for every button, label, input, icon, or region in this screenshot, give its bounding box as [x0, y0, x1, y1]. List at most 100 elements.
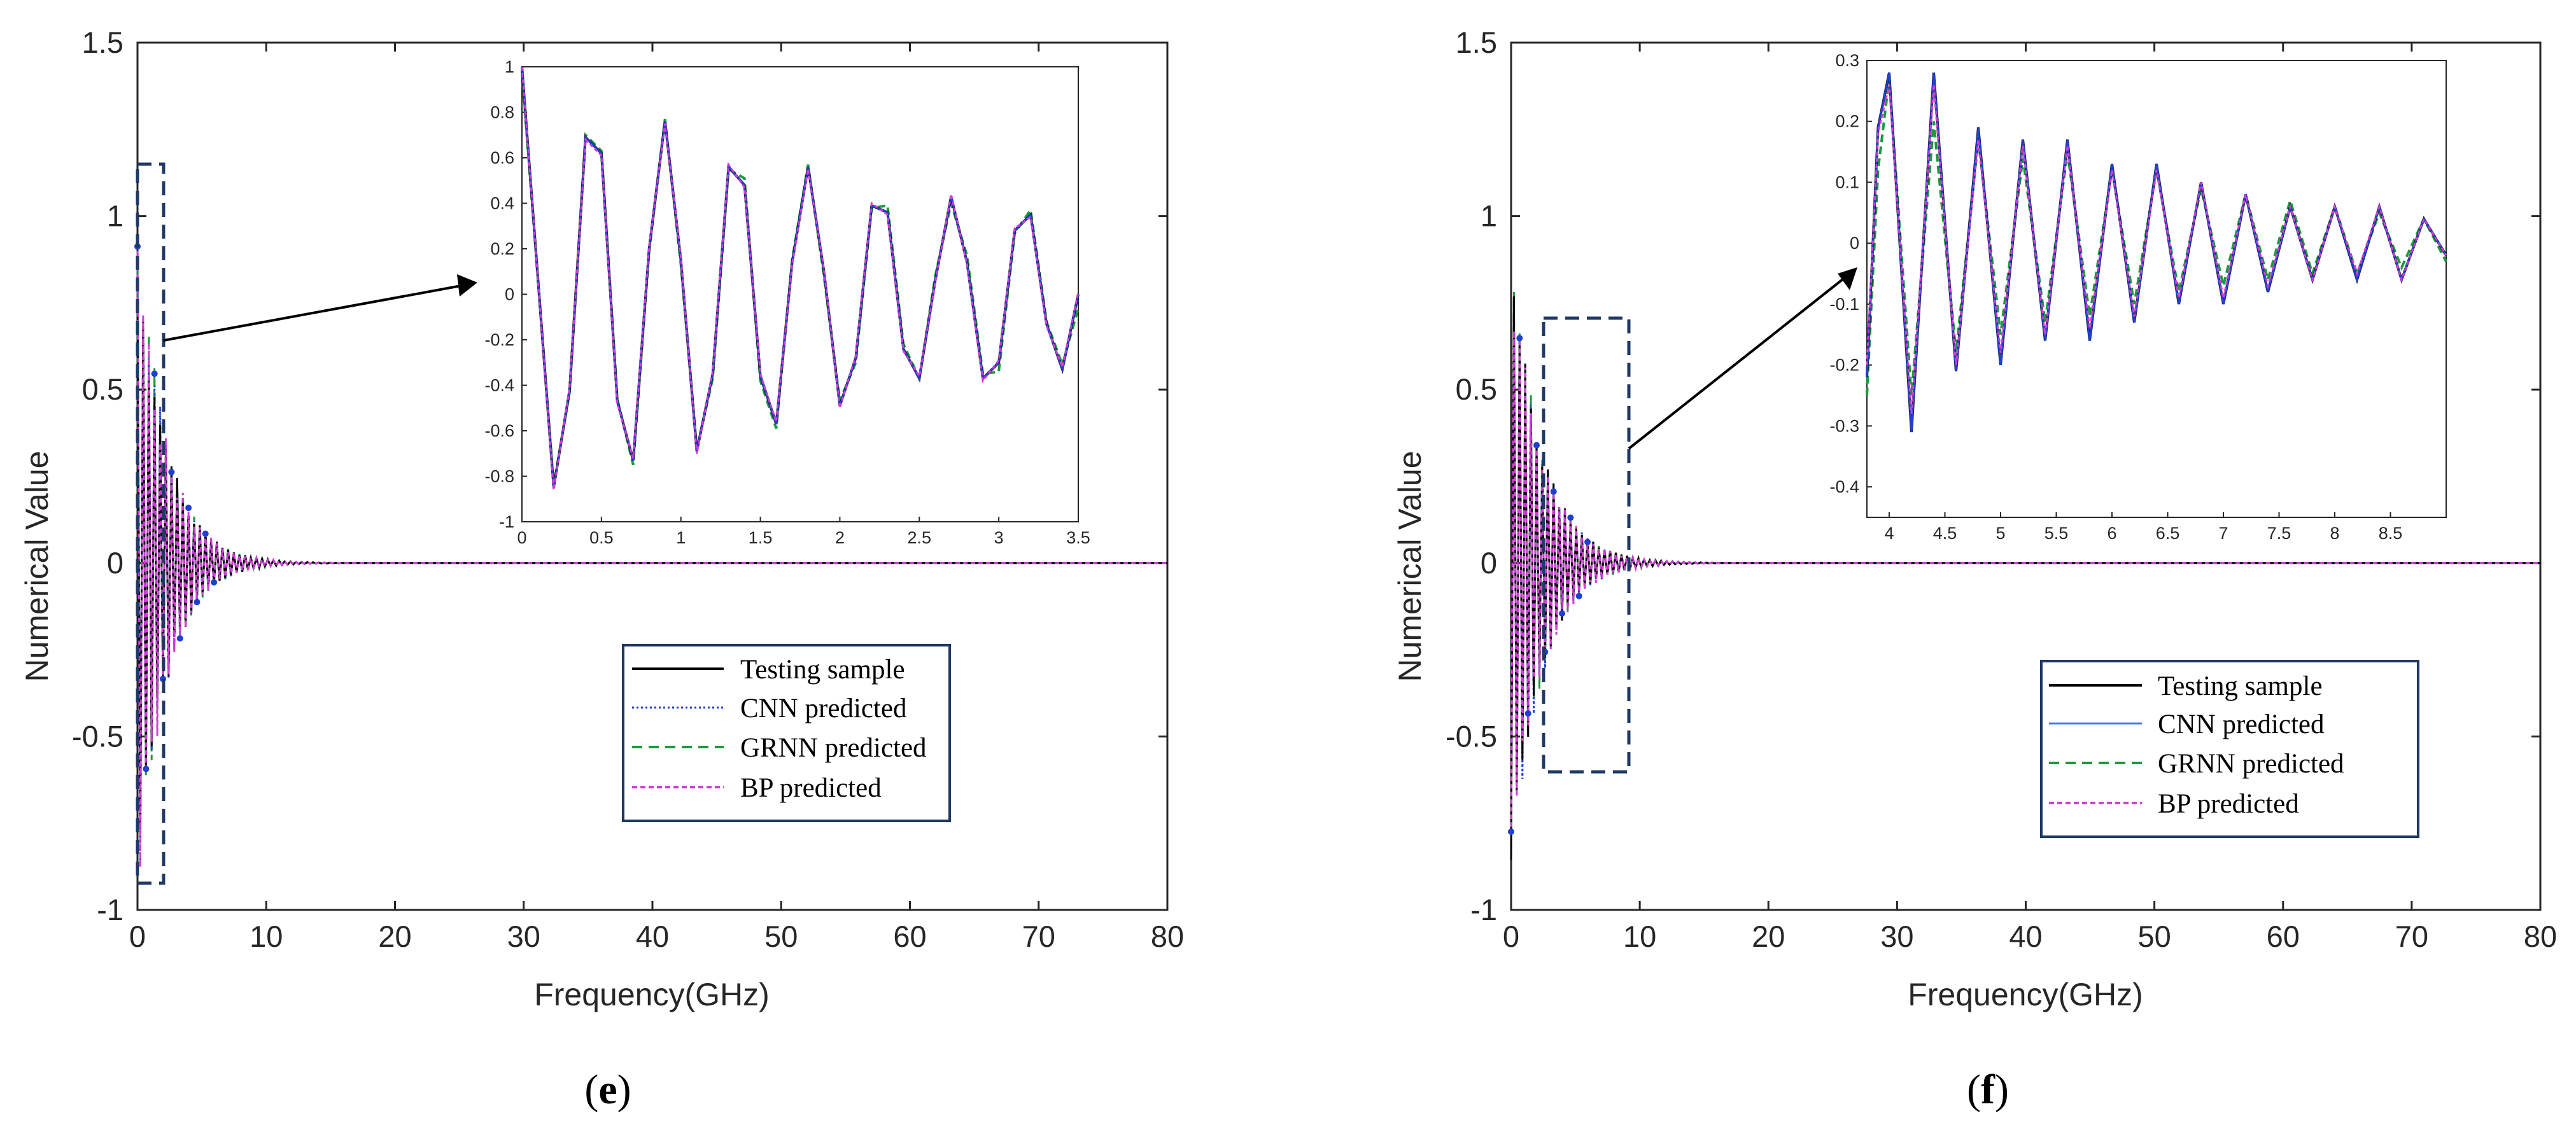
inset-y-tick-label: -0.4 [1829, 477, 1859, 496]
peak-marker-e [211, 579, 218, 586]
inset-x-tick-label: 4.5 [1933, 524, 1957, 543]
zoom-arrow-f [1628, 276, 1847, 450]
inset-x-tick-label: 1 [676, 528, 686, 547]
peak-marker-e [168, 468, 175, 475]
inset-y-tick-label: 0 [1850, 234, 1859, 253]
inset-x-tick-label: 6.5 [2156, 524, 2180, 543]
inset-x-tick-label: 7 [2218, 524, 2228, 543]
inset-x-tick-label: 0 [517, 528, 526, 547]
inset-y-tick-label: 0.2 [1835, 112, 1859, 131]
peak-marker-f [1524, 710, 1531, 717]
peak-marker-f [1575, 592, 1582, 599]
peak-marker-e [194, 599, 201, 606]
y-tick-label: 1 [1481, 199, 1497, 233]
y-tick-label: 0 [107, 546, 123, 580]
y-tick-label: 1 [107, 199, 123, 233]
peak-marker-e [185, 505, 192, 512]
x-tick-label: 70 [2395, 919, 2428, 953]
inset-plot-f: 4 4.5 5 5.5 6 6.5 7 7.5 8 8.5 -0.4 -0.3 -0.2 -0.1 0 0.1… [1829, 51, 2447, 543]
inset-x-tick-label: 4 [1884, 524, 1894, 543]
inset-y-tick-label: 0.2 [490, 239, 514, 258]
inset-y-tick-label: 0.6 [490, 148, 514, 167]
inset-y-tick-label: 0.1 [1835, 172, 1859, 192]
x-tick-label: 40 [636, 919, 669, 953]
x-tick-label: 60 [893, 919, 926, 953]
x-tick-label: 40 [2009, 919, 2042, 953]
inset-y-tick-label: -0.1 [1829, 295, 1859, 314]
inset-y-tick-label: -0.8 [484, 467, 514, 486]
y-tick-label: 0 [1481, 546, 1497, 580]
inset-y-tick-label: 0.3 [1835, 51, 1859, 70]
panel-letter-f: f [1981, 1066, 1995, 1113]
panel-e-chart: 0 10 20 30 40 50 60 70 80-1-0.500.511.5 Frequenc… [19, 25, 1184, 1113]
x-tick-label: 80 [2524, 919, 2557, 953]
x-tick-label: 50 [764, 919, 798, 953]
legend-box-f [2040, 660, 2419, 838]
peak-marker-e [202, 530, 209, 537]
inset-y-tick-label: -0.3 [1829, 416, 1859, 435]
peak-marker-f [1550, 488, 1557, 495]
panel-letter-e: e [598, 1066, 617, 1113]
legend-label-grnn-e: GRNN predicted [740, 733, 927, 763]
inset-plot-e: 0 0.5 1 1.5 2 2.5 3 3.5 -1 -0.8 -0.6 -0.4 -0.2 0 0.2 0.… [484, 57, 1090, 547]
zoom-arrowhead-e [457, 274, 477, 297]
xlabel-e: Frequency(GHz) [534, 977, 770, 1012]
xlabel-f: Frequency(GHz) [1908, 977, 2143, 1012]
zoom-box-e [136, 162, 165, 885]
inset-y-tick-label: -0.4 [484, 376, 514, 395]
x-tick-label: 30 [1880, 919, 1913, 953]
legend-label-grnn-f: GRNN predicted [2158, 749, 2344, 779]
ylabel-e: Numerical Value [19, 451, 55, 681]
x-tick-label: 80 [1151, 919, 1184, 953]
legend-label-cnn-e: CNN predicted [740, 694, 907, 723]
zoom-arrowhead-f [1838, 267, 1857, 290]
legend-f: Testing sample CNN predicted GRNN predic… [2040, 660, 2419, 838]
x-tick-label: 50 [2137, 919, 2171, 953]
peak-marker-f [1516, 335, 1523, 342]
inset-frame-f [1866, 60, 2447, 518]
inset-x-tick-label: 2 [835, 528, 845, 547]
legend-e: Testing sample CNN predicted GRNN predic… [622, 644, 951, 822]
peak-marker-e [176, 635, 183, 642]
inset-x-tick-label: 3.5 [1066, 528, 1090, 547]
legend-label-cnn-f: CNN predicted [2158, 709, 2325, 739]
inset-series-bp-predicted-f [1866, 84, 2447, 414]
inset-x-tick-label: 1.5 [749, 528, 773, 547]
inset-y-tick-label: 1 [505, 57, 514, 76]
inset-x-tick-label: 6 [2107, 524, 2116, 543]
panel-label-f: (f) [1967, 1066, 2009, 1113]
peak-marker-f [1584, 538, 1591, 545]
inset-y-tick-label: -0.6 [484, 421, 514, 440]
inset-x-tick-label: 7.5 [2267, 524, 2291, 543]
legend-label-testing-f: Testing sample [2158, 671, 2323, 701]
peak-marker-f [1567, 514, 1574, 521]
inset-series-bp-predicted-e [521, 66, 1080, 491]
zoom-box-f [1542, 316, 1631, 774]
x-tick-label: 0 [129, 919, 146, 953]
x-tick-label: 10 [1623, 919, 1656, 953]
inset-x-tick-label: 3 [994, 528, 1004, 547]
inset-x-tick-label: 0.5 [589, 528, 614, 547]
zoom-arrow-e [163, 284, 465, 342]
inset-y-tick-label: -0.2 [484, 330, 514, 349]
peak-marker-f [1559, 610, 1566, 617]
x-tick-label: 0 [1503, 919, 1519, 953]
y-tick-label: -0.5 [1446, 719, 1497, 753]
inset-y-tick-label: 0.8 [490, 103, 514, 122]
peak-marker-e [151, 370, 158, 377]
y-tick-label: -1 [97, 893, 123, 926]
y-tick-label: -1 [1470, 893, 1497, 926]
legend-label-bp-f: BP predicted [2158, 789, 2299, 819]
x-tick-label: 20 [378, 919, 411, 953]
inset-y-tick-label: -0.2 [1829, 356, 1859, 375]
x-tick-label: 70 [1022, 919, 1055, 953]
x-tick-label: 60 [2267, 919, 2300, 953]
legend-box-e [622, 644, 951, 822]
inset-x-tick-label: 2.5 [908, 528, 932, 547]
inset-frame-e [521, 66, 1079, 522]
y-tick-label: 1.5 [1456, 25, 1497, 59]
series-bp-line-f [1510, 331, 2540, 835]
y-tick-label: -0.5 [72, 719, 123, 753]
x-tick-label: 10 [250, 919, 283, 953]
